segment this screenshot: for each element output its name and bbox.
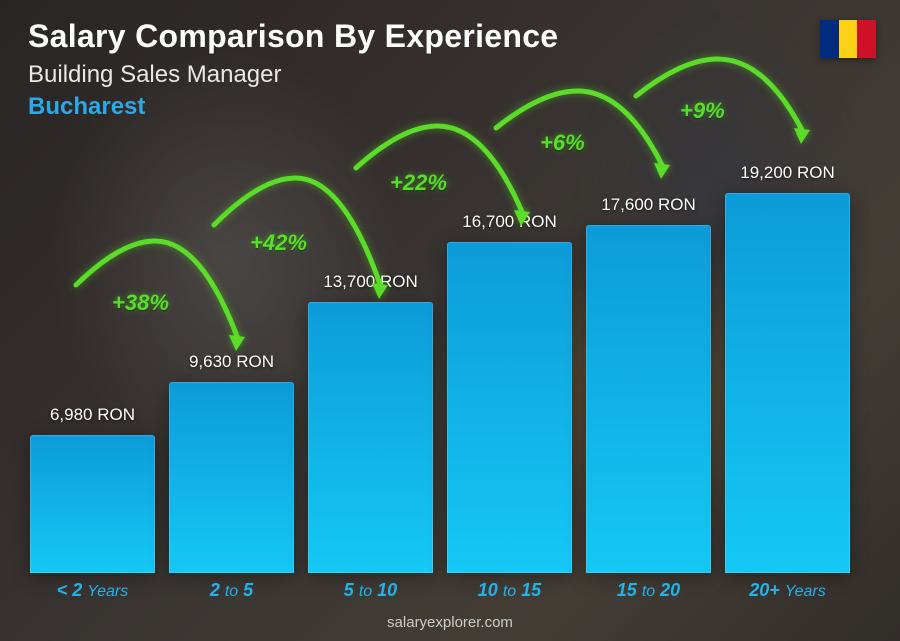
increase-arrow-icon [630,51,825,168]
flag-stripe-yellow [839,20,858,58]
romania-flag-icon [820,20,876,58]
percentage-increase-label: +42% [250,230,307,256]
bar-value-label: 6,980 RON [50,405,135,425]
x-axis: < 2 Years 2 to 5 5 to 10 10 to 15 15 to 20 20… [30,580,850,601]
flag-stripe-red [857,20,876,58]
bar-group: 19,200 RON [725,163,850,573]
bar [308,302,433,573]
x-axis-label: 15 to 20 [586,580,711,601]
percentage-increase-label: +9% [680,98,725,124]
x-axis-label: < 2 Years [30,580,155,601]
x-axis-label: 20+ Years [725,580,850,601]
bar-group: 17,600 RON [586,195,711,573]
footer-attribution: salaryexplorer.com [0,614,900,631]
bar [30,435,155,573]
content-root: Salary Comparison By Experience Building… [0,0,900,641]
bar-group: 6,980 RON [30,405,155,573]
chart-location: Bucharest [28,93,558,121]
bar [586,225,711,573]
bar [447,242,572,573]
x-axis-label: 2 to 5 [169,580,294,601]
chart-title: Salary Comparison By Experience [28,18,558,55]
percentage-increase-label: +38% [112,290,169,316]
bar [169,382,294,573]
chart-subtitle: Building Sales Manager [28,61,558,89]
x-axis-label: 10 to 15 [447,580,572,601]
percentage-increase-label: +22% [390,170,447,196]
percentage-increase-label: +6% [540,130,585,156]
x-axis-label: 5 to 10 [308,580,433,601]
header: Salary Comparison By Experience Building… [28,18,558,121]
bar-group: 9,630 RON [169,352,294,573]
bar-group: 16,700 RON [447,212,572,573]
bar [725,193,850,573]
